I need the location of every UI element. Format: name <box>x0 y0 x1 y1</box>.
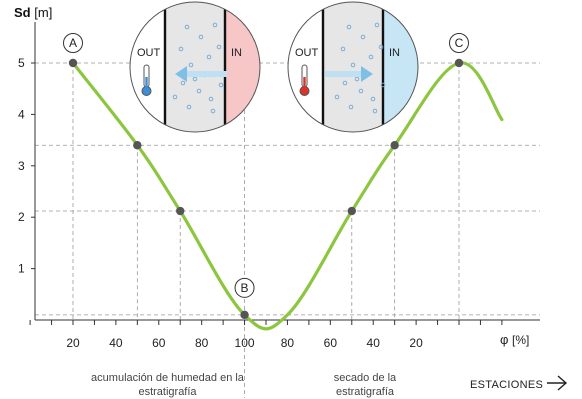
inset-wall-1: OUT IN <box>129 1 261 133</box>
inset-border <box>129 1 261 133</box>
vapour-dot <box>350 62 356 68</box>
vapour-dot <box>184 24 190 30</box>
vapour-dot <box>334 94 340 100</box>
data-point <box>176 206 185 216</box>
inset-wall-zone <box>165 2 225 132</box>
vapour-dot <box>208 96 214 102</box>
data-point <box>390 141 399 150</box>
x-tick-label: 100 <box>235 336 255 350</box>
point-label-a: A <box>69 36 77 50</box>
x-tick-label: 80 <box>281 336 295 350</box>
note-drying: secado de la estratigrafía <box>333 372 397 398</box>
insets: OUT IN OUT IN <box>129 1 419 133</box>
vapour-dot <box>374 22 380 28</box>
data-point <box>133 141 142 150</box>
x-tick-label: 40 <box>367 336 381 350</box>
x-tick-label: 40 <box>109 336 123 350</box>
vapour-dot <box>380 82 386 88</box>
y-tick-label: 3 <box>18 159 25 173</box>
note-accumulation: acumulación de humedad en la estratigraf… <box>91 372 244 398</box>
arrow-right-icon <box>547 375 568 391</box>
stations-label: ESTACIONES <box>470 379 544 391</box>
data-point <box>347 206 356 216</box>
x-tick-label: 20 <box>66 336 80 350</box>
vapour-dot <box>218 82 224 88</box>
inset-border <box>287 1 419 133</box>
data-point <box>454 58 464 68</box>
inset-content: OUT IN <box>288 2 418 132</box>
arrow-right-icon <box>325 66 373 82</box>
inset-in-zone <box>225 2 260 132</box>
thermometer-icon <box>141 64 152 96</box>
vapour-dot <box>372 108 378 114</box>
arrow-head <box>361 66 373 82</box>
vapour-dot <box>178 46 184 52</box>
data-point <box>240 310 249 320</box>
vapour-dot <box>186 104 192 110</box>
x-tick-label: 60 <box>324 336 338 350</box>
thermometer-level <box>303 77 306 89</box>
inset-content: OUT IN <box>130 2 260 132</box>
x-tick-label: 20 <box>409 336 423 350</box>
vapour-dot <box>378 44 384 50</box>
vapour-dot <box>188 62 194 68</box>
inset-out-label: OUT <box>295 47 319 59</box>
y-tick-label: 2 <box>18 210 25 224</box>
y-tick-label: 1 <box>18 262 25 276</box>
series-layer <box>68 58 504 331</box>
vapour-dot <box>198 34 204 40</box>
sd-curve-series <box>71 61 504 331</box>
inset-in-label: IN <box>389 47 400 59</box>
arrow-head <box>175 66 187 82</box>
vapour-dot <box>206 54 212 60</box>
vapour-dot <box>342 80 348 86</box>
arrow-shaft <box>325 71 361 77</box>
vapour-dot <box>340 46 346 52</box>
data-point <box>68 58 78 68</box>
arrow-shaft <box>187 71 227 77</box>
point-label-b: B <box>241 281 249 295</box>
vapour-dot <box>348 104 354 110</box>
vapour-dot <box>216 44 222 50</box>
point-label-circle <box>63 33 83 53</box>
inset-in-label: IN <box>231 47 242 59</box>
y-axis-title: Sd [m] <box>14 5 52 20</box>
inset-out-label: OUT <box>137 47 161 59</box>
inset-wall-2: OUT IN <box>287 1 419 133</box>
x-tick-label: 60 <box>152 336 166 350</box>
vapour-dot <box>192 76 198 82</box>
x-tick-label: 80 <box>195 336 209 350</box>
point-label-c: C <box>455 36 464 50</box>
vapour-dot <box>196 88 202 94</box>
axes: 1 2 3 4 5 20 40 60 80 100 80 60 40 20 <box>18 22 540 350</box>
arrow-left-icon <box>175 66 227 82</box>
vapour-dot <box>368 54 374 60</box>
vapour-dot <box>210 108 216 114</box>
vapour-dot <box>354 76 360 82</box>
vapour-dot <box>180 80 186 86</box>
point-label-circle <box>234 277 255 298</box>
x-axis-title: φ [%] <box>500 332 529 347</box>
y-axis-label: Sd <box>14 5 31 20</box>
y-tick-label: 5 <box>18 56 25 70</box>
vapour-dot <box>172 94 178 100</box>
x-axis-unit: [%] <box>512 333 529 347</box>
thermometer-icon <box>299 64 310 96</box>
point-label-circle <box>449 33 469 53</box>
vapour-dot <box>360 34 366 40</box>
vapour-dot <box>370 96 376 102</box>
x-axis-label: φ <box>500 332 508 347</box>
vapour-dot <box>212 22 218 28</box>
thermometer-level <box>145 77 148 89</box>
vapour-dot <box>346 24 352 30</box>
vapour-dot <box>358 88 364 94</box>
point-labels: A B C <box>63 33 469 298</box>
y-tick-label: 4 <box>18 107 25 121</box>
y-axis-unit: [m] <box>34 5 53 20</box>
